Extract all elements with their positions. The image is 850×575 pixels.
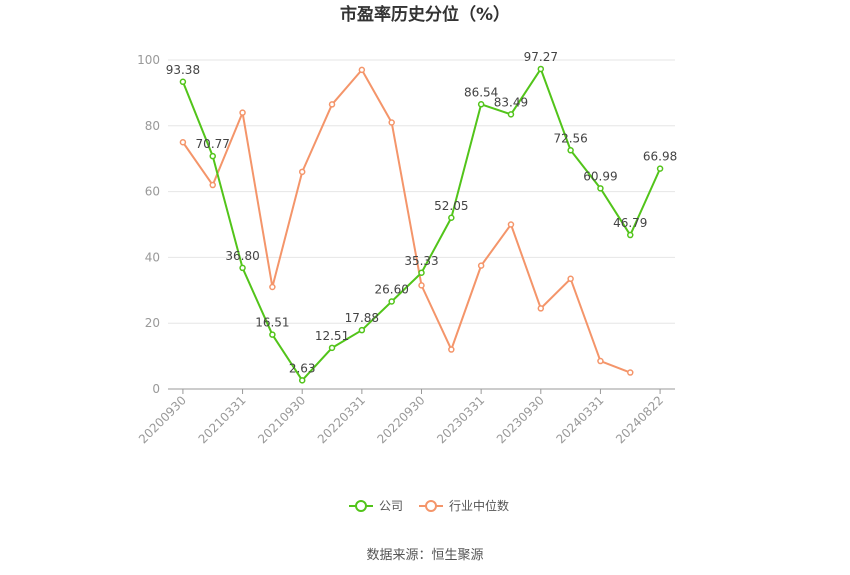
legend-swatch-marker [425, 500, 437, 512]
data-label: 17.88 [345, 311, 379, 325]
data-point[interactable] [507, 111, 515, 118]
data-label: 35.33 [404, 254, 438, 268]
data-label: 52.05 [434, 199, 468, 213]
data-point[interactable] [298, 168, 306, 176]
data-point[interactable] [597, 357, 604, 365]
data-point[interactable] [388, 119, 395, 126]
data-label: 97.27 [524, 50, 558, 64]
y-tick-label: 60 [145, 185, 160, 199]
data-point[interactable] [179, 78, 187, 86]
data-point[interactable] [507, 221, 515, 228]
x-tick-label: 20240331 [553, 393, 606, 446]
data-point[interactable] [597, 185, 604, 192]
data-point[interactable] [477, 101, 485, 108]
y-tick-label: 100 [137, 53, 160, 67]
data-label: 12.51 [315, 329, 349, 343]
data-point[interactable] [388, 298, 395, 305]
y-tick-label: 0 [152, 382, 160, 396]
data-point[interactable] [209, 152, 216, 160]
x-tick-label: 20240822 [613, 393, 666, 446]
data-label: 36.80 [225, 249, 259, 263]
y-tick-label: 40 [145, 250, 160, 264]
x-axis: 20200930 20210331 20210930 20220331 20220930… [136, 388, 675, 446]
data-point[interactable] [537, 65, 545, 73]
y-axis: 0 20 40 60 80 100 [137, 53, 160, 396]
data-label: 26.60 [374, 282, 408, 296]
data-labels: 93.38 70.77 36.80 16.51 2.63 12.51 17.88 26.60 3… [166, 50, 678, 375]
x-tick-label: 20220930 [375, 393, 428, 446]
data-label: 2.63 [289, 361, 316, 375]
data-point[interactable] [627, 369, 634, 376]
data-label: 16.51 [255, 316, 289, 330]
x-tick-label: 20200930 [136, 393, 189, 446]
data-point[interactable] [239, 109, 246, 116]
data-point[interactable] [239, 264, 246, 272]
data-point[interactable] [358, 326, 366, 334]
data-point[interactable] [567, 275, 574, 283]
legend-label: 公司 [379, 499, 403, 513]
legend-item-1[interactable]: 行业中位数 [419, 498, 509, 513]
series-line-1 [182, 68, 631, 374]
data-label: 86.54 [464, 85, 498, 99]
x-tick-label: 20220331 [315, 393, 368, 446]
data-point[interactable] [567, 147, 574, 154]
data-point[interactable] [656, 165, 664, 172]
x-tick-label: 20210930 [255, 393, 308, 446]
y-tick-label: 20 [145, 316, 160, 330]
data-point[interactable] [448, 346, 455, 353]
data-point[interactable] [269, 283, 276, 291]
data-point[interactable] [418, 269, 425, 277]
data-label: 66.98 [643, 150, 677, 164]
data-label: 72.56 [553, 131, 587, 145]
data-label: 93.38 [166, 63, 200, 77]
x-tick-label: 20210331 [196, 393, 249, 446]
data-label: 83.49 [494, 95, 528, 109]
data-label: 60.99 [583, 169, 617, 183]
grid [168, 59, 675, 324]
x-tick-label: 20230331 [434, 393, 487, 446]
legend-swatch-marker [355, 500, 367, 512]
x-tick-label: 20230930 [494, 393, 547, 446]
data-point[interactable] [448, 214, 455, 222]
legend-label: 行业中位数 [449, 498, 509, 513]
data-point[interactable] [477, 262, 485, 269]
data-point[interactable] [418, 282, 425, 289]
data-label: 70.77 [196, 137, 230, 151]
data-point[interactable] [328, 101, 336, 108]
data-point[interactable] [537, 305, 545, 312]
legend-item-0[interactable]: 公司 [349, 499, 403, 513]
y-tick-label: 80 [145, 119, 160, 133]
data-label: 46.79 [613, 216, 647, 230]
data-point[interactable] [358, 66, 366, 74]
data-point[interactable] [328, 344, 336, 352]
legend[interactable]: 公司 行业中位数 [349, 498, 509, 513]
data-point[interactable] [269, 331, 276, 338]
data-point[interactable] [298, 377, 306, 384]
data-point[interactable] [209, 181, 216, 189]
series-layer [179, 65, 664, 384]
series-line-0 [181, 67, 662, 382]
data-point[interactable] [179, 139, 187, 146]
chart-title: 市盈率历史分位（%） [340, 4, 510, 25]
source-note: 数据来源：恒生聚源 [366, 548, 483, 563]
data-point[interactable] [627, 231, 634, 239]
